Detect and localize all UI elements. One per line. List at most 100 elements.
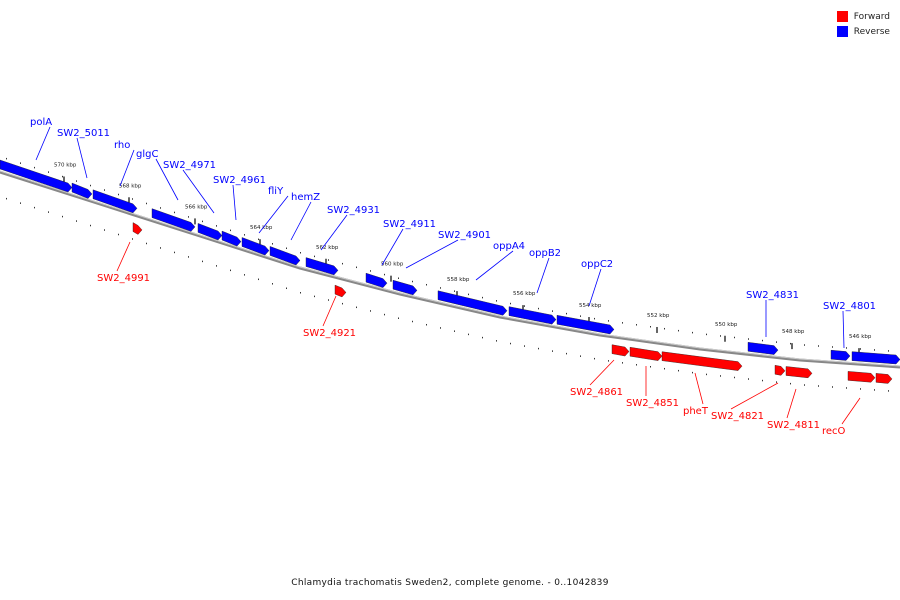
reverse-leader: [182, 169, 215, 214]
minor-tick-lower: [636, 364, 637, 366]
minor-tick-lower: [286, 287, 287, 290]
tick-label: 552 kbp: [647, 313, 670, 319]
minor-tick-upper: [398, 277, 399, 279]
minor-tick-lower: [846, 387, 847, 389]
minor-tick-lower: [384, 313, 385, 316]
forward-7-gene: [847, 371, 876, 383]
forward-gene-label: recO: [822, 426, 846, 437]
minor-tick-upper: [216, 225, 217, 227]
tick-label: 570 kbp: [54, 162, 77, 168]
tick-label: 562 kbp: [316, 245, 339, 251]
reverse-gene-label: SW2_4911: [383, 219, 436, 230]
tick-label: 548 kbp: [782, 329, 805, 335]
minor-tick-lower: [524, 345, 525, 347]
minor-tick-upper: [174, 211, 175, 214]
reverse-leader: [405, 239, 459, 269]
minor-tick-upper: [720, 335, 721, 337]
minor-tick-upper: [6, 157, 7, 160]
minor-tick-lower: [790, 382, 791, 385]
reverse-9-gene: [365, 272, 388, 288]
reverse-gene-label: fliY: [268, 186, 284, 197]
reverse-gene-label: oppB2: [529, 248, 561, 259]
minor-tick-upper: [468, 293, 469, 296]
tick-label: 558 kbp: [447, 277, 470, 283]
tick-label: 554 kbp: [579, 303, 602, 309]
minor-tick-upper: [426, 283, 427, 286]
legend-label-forward: Forward: [853, 11, 890, 22]
forward-leader: [730, 382, 779, 410]
minor-tick-lower: [48, 211, 49, 213]
reverse-14-gene: [747, 342, 779, 355]
minor-tick-lower: [146, 242, 147, 245]
backbone-line: [0, 170, 900, 369]
forward-gene-label: pheT: [683, 406, 709, 417]
minor-tick-upper: [342, 262, 343, 265]
reverse-1-gene: [71, 182, 93, 199]
reverse-leader: [320, 214, 348, 251]
minor-tick-upper: [496, 300, 497, 302]
minor-tick-lower: [300, 292, 301, 294]
reverse-gene-label: SW2_4971: [163, 160, 216, 171]
minor-tick-lower: [608, 360, 609, 362]
reverse-8-gene: [305, 257, 339, 276]
minor-tick-lower: [692, 371, 693, 374]
minor-tick-upper: [832, 346, 833, 348]
minor-tick-upper: [356, 266, 357, 269]
minor-tick-lower: [118, 233, 119, 236]
reverse-0-gene: [0, 159, 73, 193]
forward-6-gene: [785, 366, 813, 379]
minor-tick-lower: [832, 386, 833, 388]
minor-tick-lower: [594, 357, 595, 360]
reverse-13-gene: [556, 315, 615, 335]
minor-tick-upper: [874, 349, 875, 351]
minor-tick-upper: [846, 347, 847, 349]
minor-tick-lower: [552, 350, 553, 352]
minor-tick-upper: [650, 326, 651, 328]
forward-leader: [589, 359, 615, 386]
forward-swatch: [836, 11, 848, 22]
reverse-gene-label: SW2_4901: [438, 230, 491, 241]
minor-tick-lower: [132, 238, 133, 240]
tick-label: 546 kbp: [849, 334, 872, 340]
minor-tick-upper: [622, 322, 623, 324]
minor-tick-lower: [370, 310, 371, 312]
minor-tick-lower: [860, 388, 861, 390]
minor-tick-lower: [706, 373, 707, 376]
minor-tick-upper: [692, 331, 693, 334]
minor-tick-lower: [258, 278, 259, 281]
minor-tick-upper: [314, 255, 315, 258]
minor-tick-upper: [860, 348, 861, 350]
tick-label: 564 kbp: [250, 225, 273, 231]
reverse-10-gene: [392, 279, 418, 296]
reverse-leader: [76, 137, 88, 179]
tick-label: 568 kbp: [119, 183, 142, 189]
minor-tick-upper: [384, 273, 385, 276]
minor-tick-lower: [216, 265, 217, 267]
minor-tick-upper: [272, 243, 273, 245]
minor-tick-upper: [76, 180, 77, 182]
minor-tick-lower: [62, 215, 63, 218]
minor-tick-upper: [552, 310, 553, 312]
reverse-gene-label: hemZ: [291, 192, 320, 203]
minor-tick-upper: [244, 234, 245, 236]
forward-gene-label: SW2_4921: [303, 328, 356, 339]
minor-tick-lower: [426, 323, 427, 326]
minor-tick-upper: [636, 324, 637, 326]
tick-label: 566 kbp: [185, 204, 208, 210]
minor-tick-lower: [342, 302, 343, 305]
minor-tick-lower: [440, 327, 441, 329]
minor-tick-lower: [398, 317, 399, 319]
minor-tick-upper: [132, 198, 133, 200]
reverse-leader: [232, 184, 237, 221]
tick-label: 560 kbp: [381, 262, 404, 268]
minor-tick-upper: [412, 280, 413, 283]
minor-tick-upper: [790, 342, 791, 345]
reverse-7-gene: [269, 246, 301, 266]
minor-tick-upper: [524, 305, 525, 307]
minor-tick-upper: [580, 315, 581, 317]
reverse-gene-label: rho: [114, 140, 130, 151]
minor-tick-upper: [146, 202, 147, 205]
minor-tick-upper: [370, 270, 371, 272]
reverse-leader: [536, 257, 550, 294]
